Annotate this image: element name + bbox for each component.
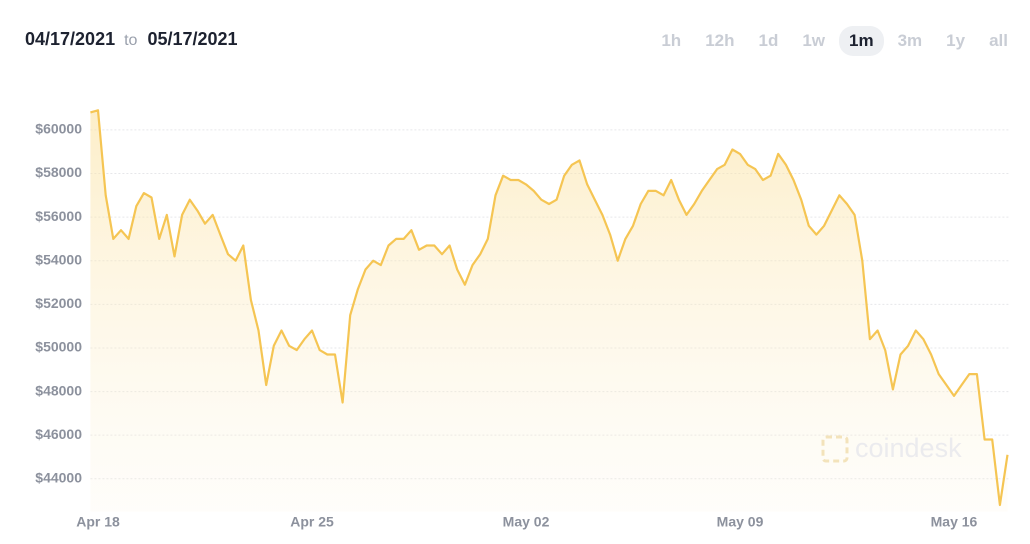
range-button[interactable]: 12h: [705, 31, 735, 50]
to-date: 05/17/2021: [147, 29, 238, 49]
y-tick-label: $44000: [35, 469, 82, 485]
y-tick-label: $60000: [35, 121, 82, 137]
y-tick-label: $58000: [35, 164, 82, 180]
range-button[interactable]: 1m: [839, 26, 884, 56]
range-button[interactable]: 1y: [946, 31, 966, 50]
x-tick-label: May 09: [717, 514, 764, 530]
range-button[interactable]: 1d: [758, 31, 779, 50]
to-word: to: [124, 32, 138, 49]
date-range: 04/17/2021 to 05/17/2021: [25, 29, 238, 50]
y-tick-label: $46000: [35, 426, 82, 442]
y-tick-label: $56000: [35, 208, 82, 224]
x-tick-label: May 16: [931, 514, 978, 530]
y-tick-label: $52000: [35, 295, 82, 311]
range-button[interactable]: 1h: [661, 31, 682, 50]
x-tick-label: Apr 25: [290, 514, 334, 530]
range-button[interactable]: all: [989, 31, 1008, 50]
x-tick-label: Apr 18: [76, 514, 120, 530]
range-button[interactable]: 1w: [802, 31, 826, 50]
x-tick-label: May 02: [503, 514, 550, 530]
range-button[interactable]: 3m: [897, 31, 923, 50]
price-line: [90, 109, 1009, 507]
y-tick-label: $50000: [35, 339, 82, 355]
area: [90, 110, 1008, 512]
watermark-logo: [821, 435, 849, 463]
y-tick-label: $54000: [35, 251, 82, 267]
from-date: 04/17/2021: [25, 29, 116, 49]
range-buttons: 1h 12h 1d 1w 1m 3m 1y all: [651, 26, 1018, 56]
watermark: coindesk: [855, 433, 962, 463]
y-tick-label: $48000: [35, 382, 82, 398]
